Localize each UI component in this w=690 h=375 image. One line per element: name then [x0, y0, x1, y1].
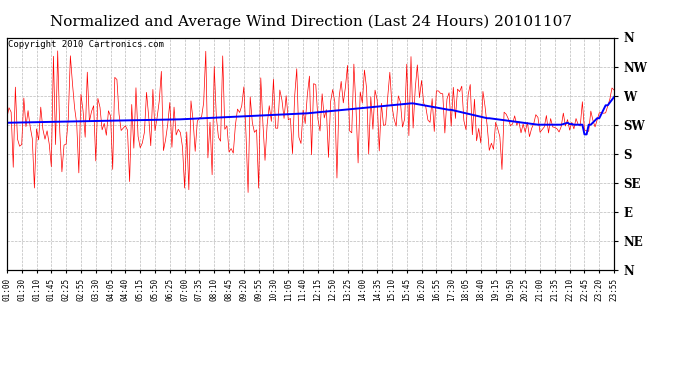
Text: Normalized and Average Wind Direction (Last 24 Hours) 20101107: Normalized and Average Wind Direction (L…: [50, 15, 571, 29]
Text: Copyright 2010 Cartronics.com: Copyright 2010 Cartronics.com: [8, 40, 164, 49]
